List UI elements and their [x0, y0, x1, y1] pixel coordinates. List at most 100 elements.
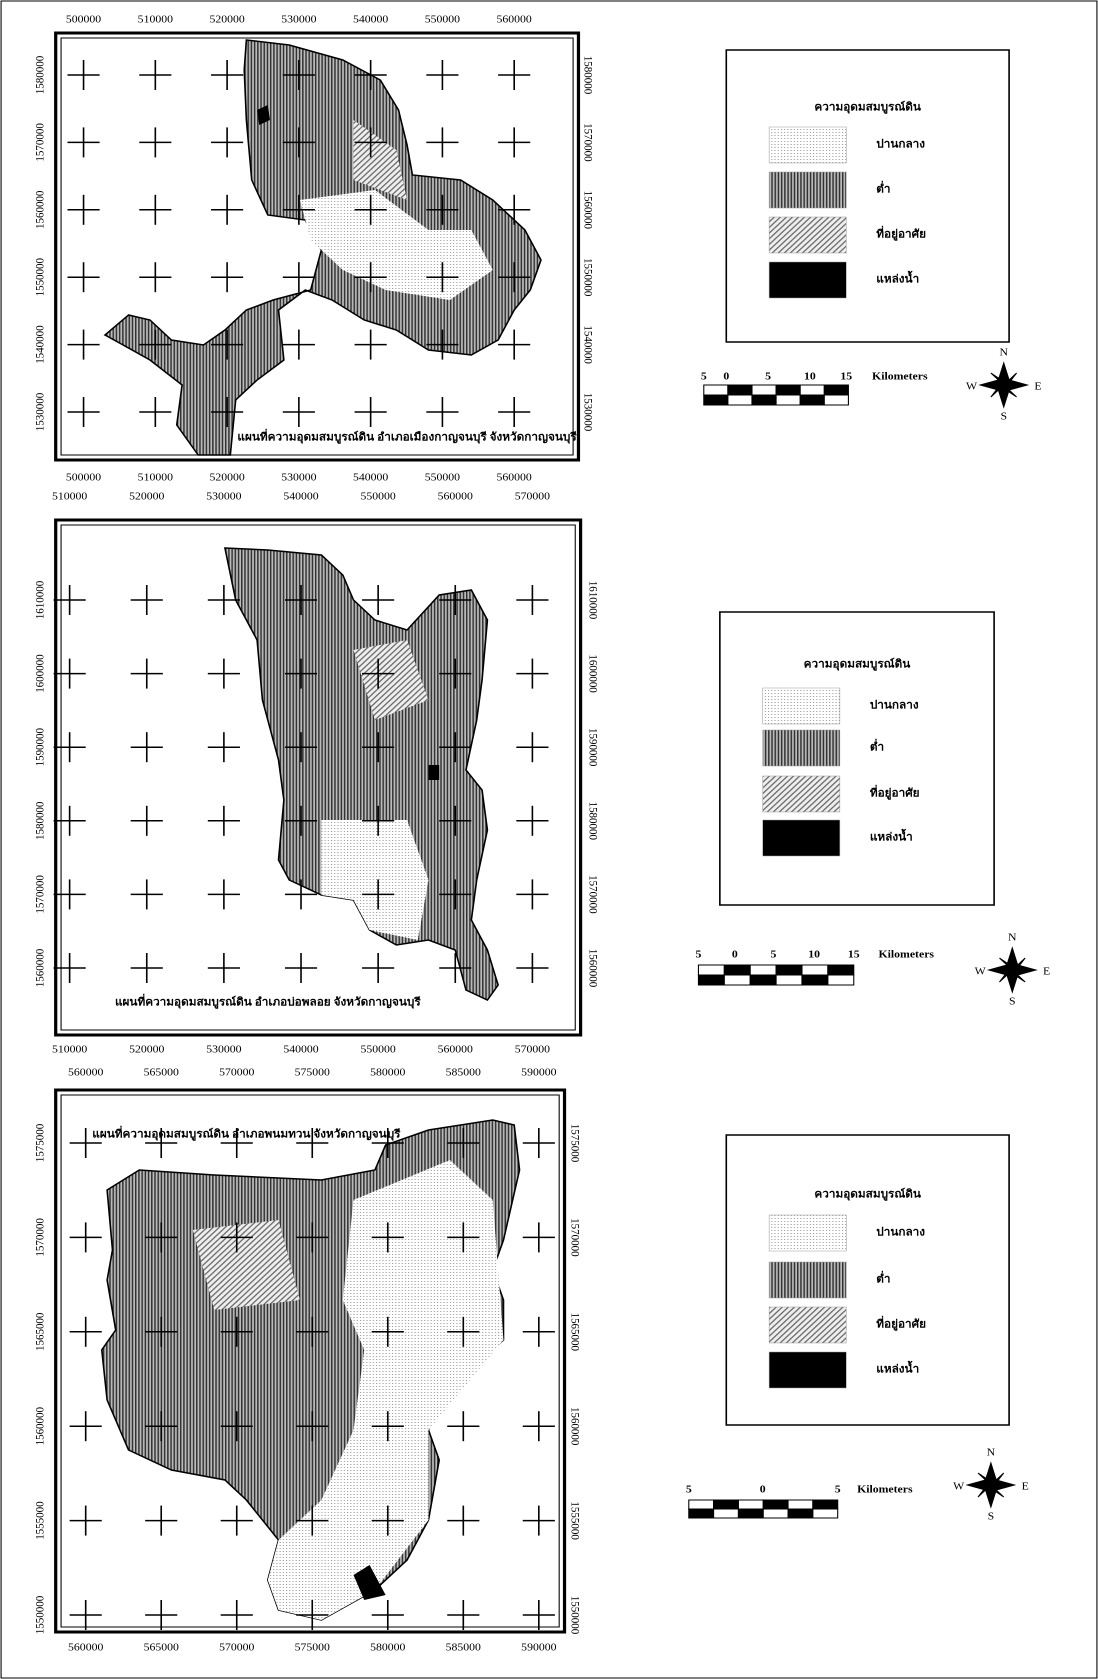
- scale-bar-segment: [800, 395, 824, 405]
- legend-label: ต่ำ: [876, 181, 890, 195]
- legend-label: ที่อยู่อาศัย: [876, 226, 926, 241]
- scale-label: 5: [695, 949, 701, 961]
- x-coordinate-label: 540000: [283, 1044, 319, 1056]
- x-coordinate-label: 575000: [295, 1642, 331, 1654]
- x-coordinate-label: 530000: [206, 1044, 242, 1056]
- scale-bar-segment: [800, 385, 824, 395]
- legend-swatch: [769, 1215, 846, 1251]
- map-title: แผนที่ความอุดมสมบูรณ์ดิน อำเภอบ่อพลอย จั…: [115, 994, 422, 1009]
- y-coordinate-label: 1560000: [34, 190, 46, 229]
- scale-bar-segment: [776, 395, 800, 405]
- scale-bar-segment: [763, 1500, 788, 1509]
- y-coordinate-label: 1540000: [581, 325, 593, 364]
- scale-bar-segment: [714, 1500, 739, 1509]
- scale-label: 5: [686, 1484, 692, 1496]
- y-coordinate-label: 1530000: [581, 393, 593, 432]
- legend-label: ต่ำ: [870, 739, 884, 753]
- y-coordinate-label: 1550000: [34, 258, 46, 297]
- compass-east: E: [1043, 966, 1050, 978]
- scale-bar-segment: [776, 385, 800, 395]
- y-coordinate-label: 1610000: [587, 581, 599, 620]
- scale-bar-segment: [714, 1509, 739, 1518]
- x-coordinate-label: 540000: [353, 472, 389, 484]
- scale-bar-segment: [738, 1500, 763, 1509]
- x-coordinate-label: 575000: [295, 1067, 331, 1079]
- x-coordinate-label: 570000: [515, 491, 551, 503]
- scale-label: 0: [760, 1484, 766, 1496]
- y-coordinate-label: 1555000: [34, 1501, 46, 1540]
- y-coordinate-label: 1590000: [587, 728, 599, 767]
- x-coordinate-label: 530000: [281, 472, 317, 484]
- scale-bar-segment: [763, 1509, 788, 1518]
- x-coordinate-label: 530000: [206, 491, 242, 503]
- scale-bar-segment: [752, 385, 776, 395]
- x-coordinate-label: 565000: [144, 1067, 180, 1079]
- scale-bar-segment: [802, 965, 828, 975]
- compass-north: N: [999, 347, 1007, 359]
- compass-south: S: [1009, 996, 1016, 1008]
- scale-bar-segment: [689, 1509, 714, 1518]
- x-coordinate-label: 550000: [425, 14, 461, 26]
- legend-box: [726, 1135, 1009, 1425]
- compass-east: E: [1022, 1481, 1029, 1493]
- x-coordinate-label: 510000: [138, 472, 174, 484]
- x-coordinate-label: 560000: [68, 1067, 104, 1079]
- legend-label: ต่ำ: [876, 1271, 890, 1285]
- scale-bar-segment: [776, 965, 802, 975]
- legend-box: [726, 50, 1009, 342]
- compass-south: S: [988, 1511, 995, 1523]
- scale-bar-segment: [750, 975, 776, 985]
- x-coordinate-label: 560000: [497, 472, 533, 484]
- compass-west: W: [975, 966, 986, 978]
- scale-label: 5: [770, 949, 776, 961]
- scale-bar-segment: [704, 395, 728, 405]
- scale-label: 5: [701, 371, 707, 383]
- compass-east: E: [1034, 381, 1041, 393]
- legend-label: ปานกลาง: [870, 699, 919, 712]
- x-coordinate-label: 590000: [521, 1067, 557, 1079]
- x-coordinate-label: 510000: [52, 1044, 88, 1056]
- x-coordinate-label: 550000: [361, 491, 397, 503]
- y-coordinate-label: 1570000: [568, 1218, 580, 1257]
- x-coordinate-label: 560000: [68, 1642, 104, 1654]
- scale-unit: Kilometers: [878, 949, 934, 961]
- scale-bar-segment: [776, 975, 802, 985]
- scale-bar-segment: [752, 395, 776, 405]
- scale-bar-segment: [728, 385, 752, 395]
- y-coordinate-label: 1550000: [568, 1596, 580, 1635]
- x-coordinate-label: 570000: [219, 1642, 255, 1654]
- y-coordinate-label: 1560000: [34, 1407, 46, 1446]
- legend-label: ปานกลาง: [876, 1226, 925, 1239]
- scale-label: 15: [840, 371, 852, 383]
- legend-swatch: [769, 172, 846, 208]
- y-coordinate-label: 1575000: [568, 1124, 580, 1163]
- x-coordinate-label: 585000: [446, 1642, 482, 1654]
- y-coordinate-label: 1600000: [34, 654, 46, 693]
- x-coordinate-label: 565000: [144, 1642, 180, 1654]
- y-coordinate-label: 1575000: [34, 1123, 46, 1162]
- legend-swatch: [763, 776, 840, 812]
- x-coordinate-label: 520000: [129, 491, 165, 503]
- y-coordinate-label: 1580000: [34, 801, 46, 840]
- scale-bar-segment: [813, 1509, 838, 1518]
- scale-bar-segment: [750, 965, 776, 975]
- legend-title: ความอุดมสมบูรณ์ดิน: [814, 1187, 921, 1201]
- x-coordinate-label: 570000: [515, 1044, 551, 1056]
- compass-north: N: [1008, 932, 1016, 944]
- scale-label: 10: [804, 371, 816, 383]
- y-coordinate-label: 1580000: [581, 56, 593, 95]
- scale-bar-segment: [724, 975, 750, 985]
- x-coordinate-label: 510000: [52, 491, 88, 503]
- legend-label: ที่อยู่อาศัย: [870, 785, 920, 800]
- legend-swatch: [763, 820, 840, 856]
- y-coordinate-label: 1560000: [587, 949, 599, 988]
- legend-title: ความอุดมสมบูรณ์ดิน: [804, 657, 911, 671]
- legend-swatch: [769, 1307, 846, 1343]
- scale-bar-segment: [788, 1509, 813, 1518]
- scale-label: 5: [765, 371, 771, 383]
- x-coordinate-label: 510000: [138, 14, 174, 26]
- x-coordinate-label: 520000: [209, 472, 245, 484]
- north-arrow: [967, 1463, 1014, 1507]
- scale-bar-segment: [698, 965, 724, 975]
- compass-west: W: [953, 1481, 964, 1493]
